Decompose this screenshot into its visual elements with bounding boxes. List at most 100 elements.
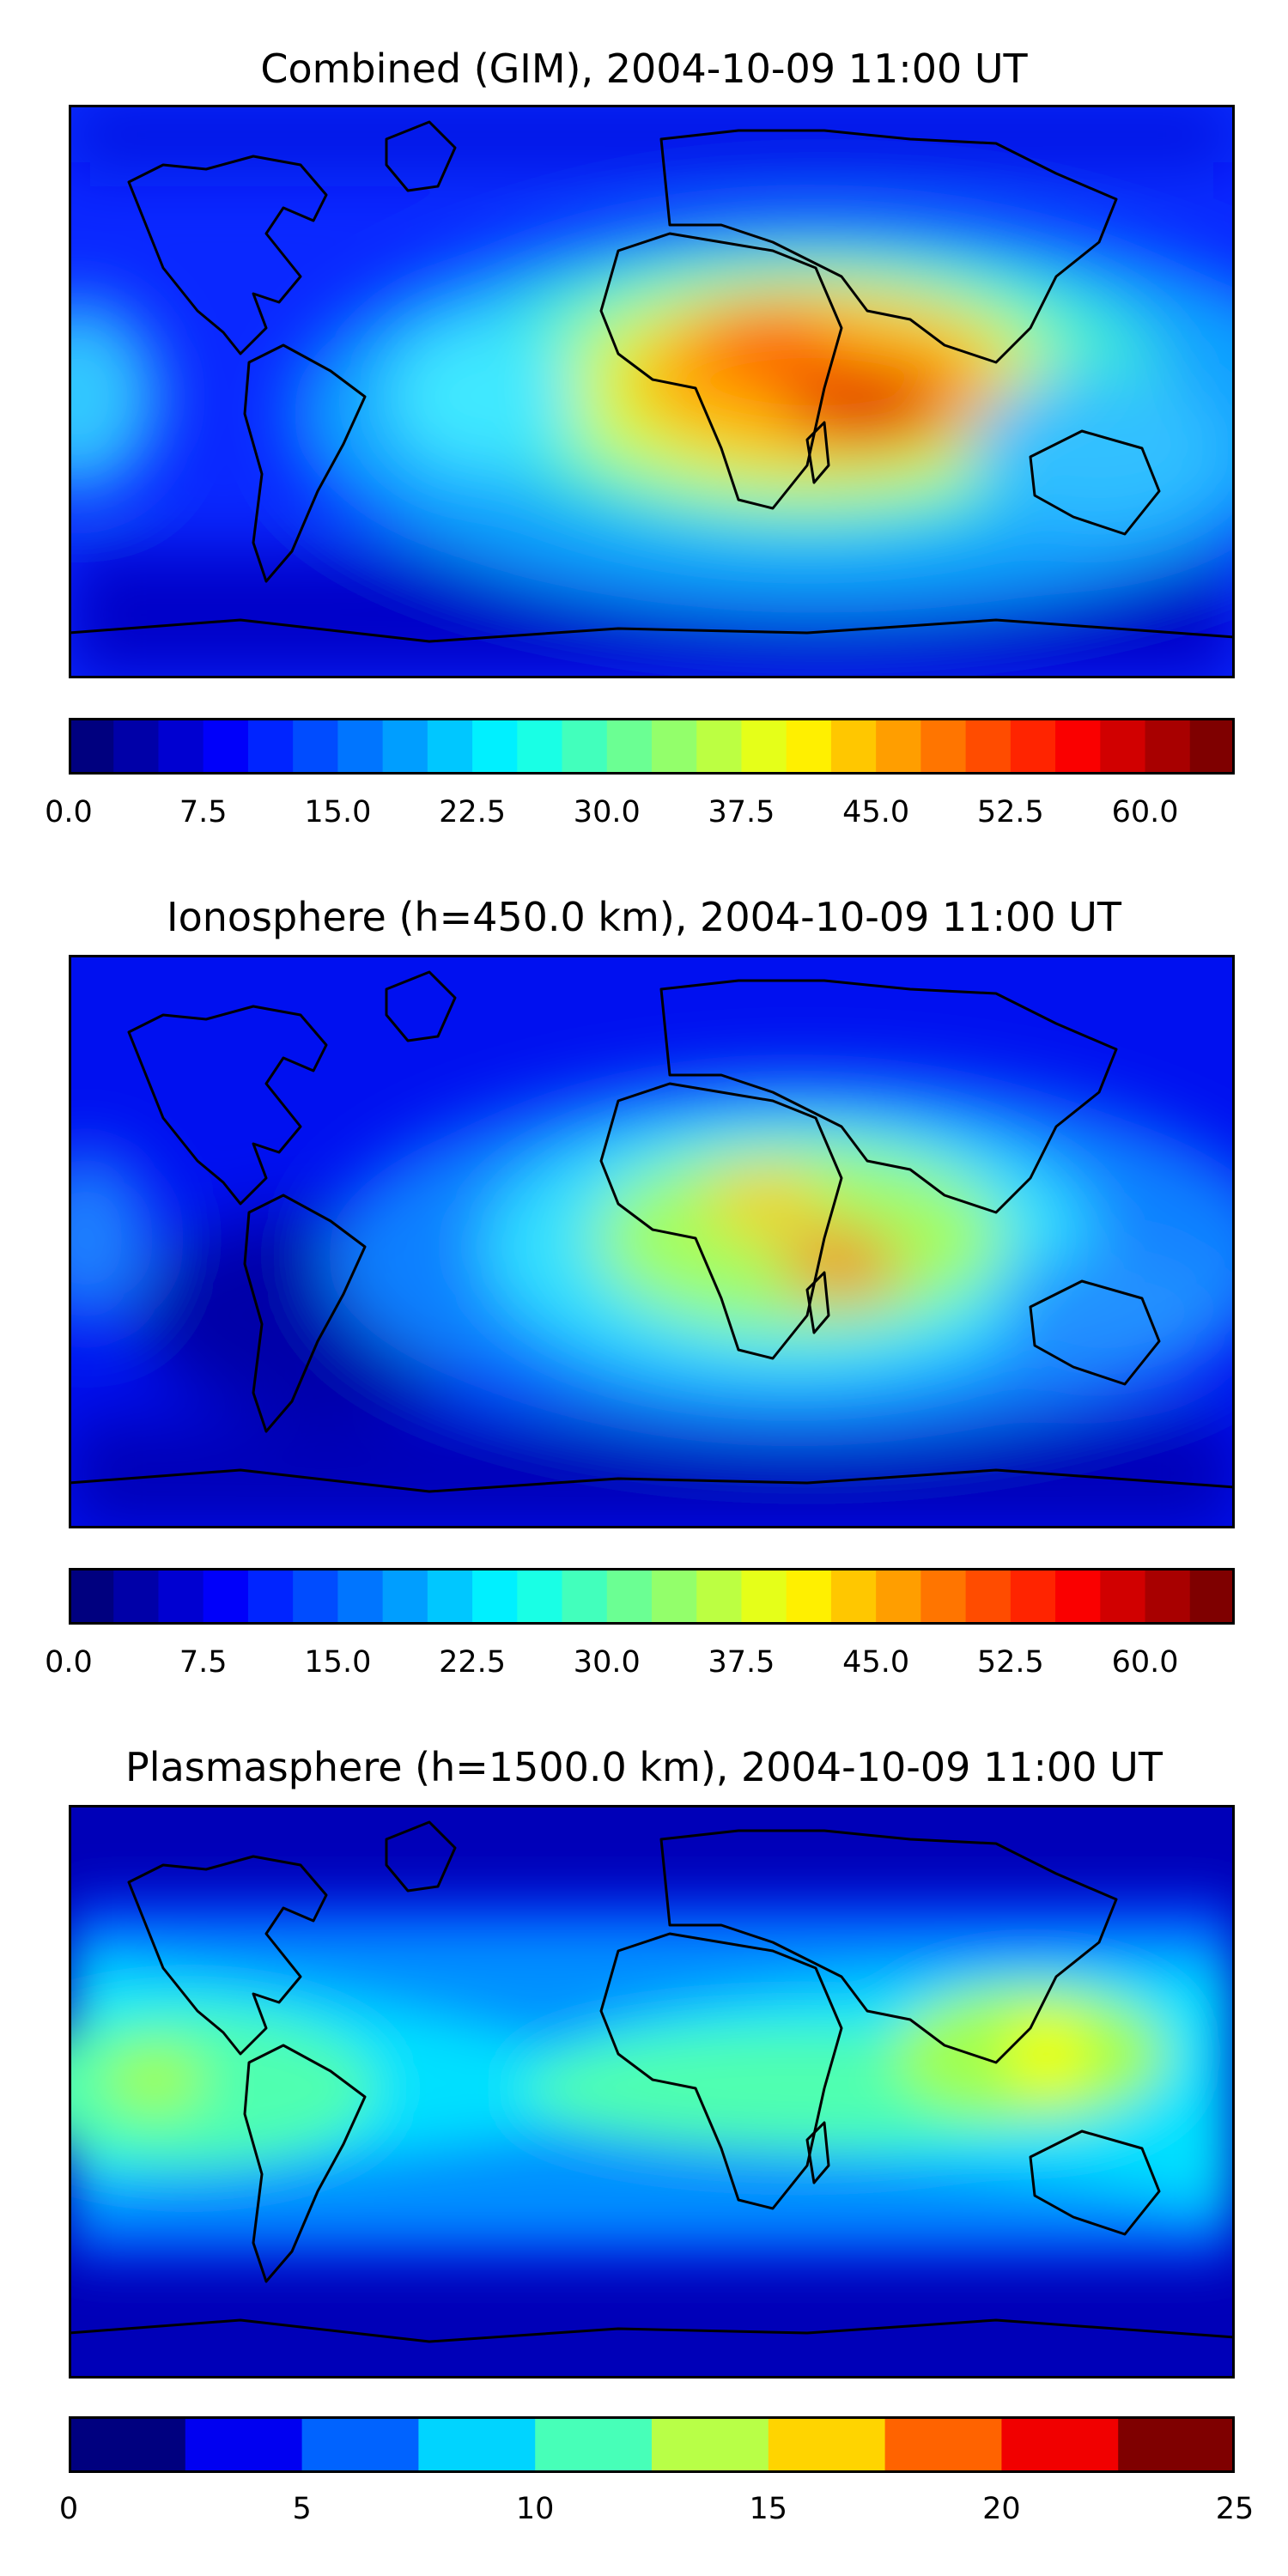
colorbar-level-swatch xyxy=(427,1568,473,1625)
colorbar-level-swatch xyxy=(337,718,384,775)
colorbar-level-swatch xyxy=(696,1568,743,1625)
colorbar-tick-label: 7.5 xyxy=(179,795,228,829)
colorbar-tick-label: 15.0 xyxy=(304,1645,372,1680)
colorbar-level-swatch xyxy=(606,1568,653,1625)
colorbar-level-swatch xyxy=(382,718,428,775)
colorbar-tick-label: 30.0 xyxy=(573,1645,641,1680)
panel-3-colorbar-ticks: 0 5 10 15 20 25 xyxy=(59,2490,1254,2542)
panel-1-title: Combined (GIM), 2004-10-09 11:00 UT xyxy=(260,46,1028,92)
colorbar-level-swatch xyxy=(741,1568,787,1625)
colorbar-level-swatch xyxy=(472,718,518,775)
colorbar-level-swatch xyxy=(69,718,114,775)
colorbar-level-swatch xyxy=(113,718,160,775)
colorbar-level-swatch xyxy=(1189,1568,1235,1625)
colorbar-level-swatch xyxy=(768,2416,886,2473)
colorbar-level-swatch xyxy=(696,718,743,775)
panel-3-title: Plasmasphere (h=1500.0 km), 2004-10-09 1… xyxy=(125,1744,1163,1790)
colorbar-level-swatch xyxy=(293,718,338,775)
colorbar-level-swatch xyxy=(562,718,608,775)
colorbar-tick-label: 0 xyxy=(58,2492,79,2526)
colorbar-tick-label: 25 xyxy=(1215,2492,1255,2526)
colorbar-level-swatch xyxy=(69,2416,186,2473)
colorbar-level-swatch xyxy=(517,718,563,775)
colorbar-level-swatch xyxy=(965,1568,1012,1625)
panel-1-colorbar-ticks: 0.0 7.5 15.0 22.5 30.0 37.5 45.0 52.5 60.0 xyxy=(45,793,1235,845)
colorbar-level-swatch xyxy=(652,1568,697,1625)
colorbar-level-swatch xyxy=(1001,2416,1119,2473)
colorbar-level-swatch xyxy=(741,718,787,775)
colorbar-level-swatch xyxy=(301,2416,419,2473)
colorbar-tick-label: 30.0 xyxy=(573,795,641,829)
colorbar-level-swatch xyxy=(247,1568,294,1625)
colorbar-level-swatch xyxy=(562,1568,608,1625)
colorbar-tick-label: 7.5 xyxy=(179,1645,228,1680)
panel-2-map xyxy=(69,955,1235,1528)
colorbar-frame xyxy=(69,2416,1235,2473)
colorbar-level-swatch xyxy=(1055,718,1101,775)
colorbar-level-swatch xyxy=(884,2416,1002,2473)
colorbar-level-swatch xyxy=(203,1568,249,1625)
coastlines xyxy=(69,120,1235,643)
colorbar-tick-label: 22.5 xyxy=(439,795,507,829)
coastlines xyxy=(69,970,1235,1493)
colorbar-level-swatch xyxy=(786,1568,832,1625)
colorbar-level-swatch xyxy=(337,1568,384,1625)
colorbar-tick-label: 60.0 xyxy=(1111,795,1179,829)
panel-1-colorbar xyxy=(69,718,1235,775)
colorbar-level-swatch xyxy=(786,718,832,775)
colorbar-level-swatch xyxy=(606,718,653,775)
colorbar-tick-label: 45.0 xyxy=(842,1645,910,1680)
colorbar-tick-label: 10 xyxy=(515,2492,555,2526)
colorbar-tick-label: 5 xyxy=(292,2492,312,2526)
colorbar-tick-label: 20 xyxy=(982,2492,1021,2526)
colorbar-tick-label: 52.5 xyxy=(976,1645,1044,1680)
panel-2-title: Ionosphere (h=450.0 km), 2004-10-09 11:0… xyxy=(167,894,1121,940)
colorbar-level-swatch xyxy=(69,1568,114,1625)
colorbar-level-swatch xyxy=(830,718,877,775)
panel-3-map xyxy=(69,1805,1235,2379)
colorbar-level-swatch xyxy=(1145,718,1191,775)
colorbar-level-swatch xyxy=(203,718,249,775)
colorbar-level-swatch xyxy=(1118,2416,1235,2473)
colorbar-level-swatch xyxy=(382,1568,428,1625)
colorbar-level-swatch xyxy=(1145,1568,1191,1625)
colorbar-tick-label: 0.0 xyxy=(45,1645,93,1680)
colorbar-level-swatch xyxy=(535,2416,653,2473)
colorbar-level-swatch xyxy=(876,718,921,775)
colorbar-frame xyxy=(69,718,1235,775)
colorbar-level-swatch xyxy=(920,718,967,775)
colorbar-level-swatch xyxy=(1100,1568,1146,1625)
colorbar-tick-label: 15 xyxy=(749,2492,788,2526)
colorbar-level-swatch xyxy=(472,1568,518,1625)
colorbar-tick-label: 37.5 xyxy=(708,1645,775,1680)
colorbar-level-swatch xyxy=(876,1568,921,1625)
colorbar-level-swatch xyxy=(158,1568,204,1625)
colorbar-level-swatch xyxy=(830,1568,877,1625)
colorbar-level-swatch xyxy=(247,718,294,775)
panel-2-colorbar-ticks: 0.0 7.5 15.0 22.5 30.0 37.5 45.0 52.5 60.0 xyxy=(45,1643,1235,1695)
colorbar-level-swatch xyxy=(1100,718,1146,775)
colorbar-level-swatch xyxy=(652,718,697,775)
colorbar-level-swatch xyxy=(418,2416,536,2473)
colorbar-frame xyxy=(69,1568,1235,1625)
colorbar-level-swatch xyxy=(1055,1568,1101,1625)
colorbar-level-swatch xyxy=(1010,1568,1056,1625)
colorbar-level-swatch xyxy=(185,2416,303,2473)
panel-2-colorbar xyxy=(69,1568,1235,1625)
colorbar-level-swatch xyxy=(158,718,204,775)
colorbar-tick-label: 45.0 xyxy=(842,795,910,829)
colorbar-level-swatch xyxy=(1189,718,1235,775)
colorbar-level-swatch xyxy=(427,718,473,775)
panel-3-colorbar xyxy=(69,2416,1235,2473)
colorbar-level-swatch xyxy=(920,1568,967,1625)
colorbar-tick-label: 22.5 xyxy=(439,1645,507,1680)
colorbar-tick-label: 15.0 xyxy=(304,795,372,829)
panel-1-map xyxy=(69,105,1235,678)
colorbar-level-swatch xyxy=(1010,718,1056,775)
colorbar-tick-label: 52.5 xyxy=(976,795,1044,829)
colorbar-tick-label: 60.0 xyxy=(1111,1645,1179,1680)
colorbar-tick-label: 37.5 xyxy=(708,795,775,829)
colorbar-level-swatch xyxy=(293,1568,338,1625)
colorbar-level-swatch xyxy=(652,2416,769,2473)
colorbar-level-swatch xyxy=(113,1568,160,1625)
